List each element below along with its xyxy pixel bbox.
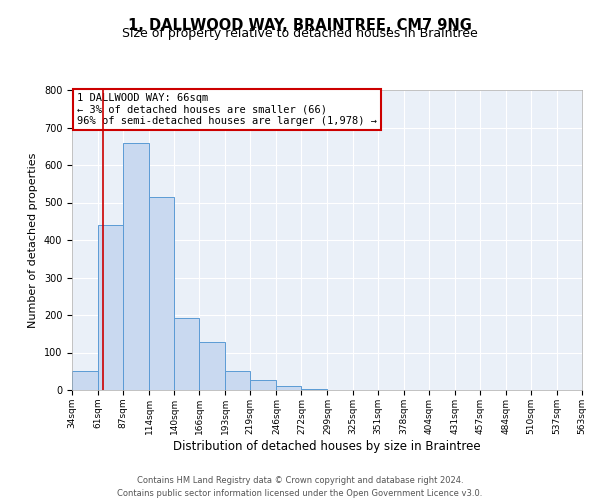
Text: 1, DALLWOOD WAY, BRAINTREE, CM7 9NG: 1, DALLWOOD WAY, BRAINTREE, CM7 9NG bbox=[128, 18, 472, 32]
Text: Contains HM Land Registry data © Crown copyright and database right 2024.
Contai: Contains HM Land Registry data © Crown c… bbox=[118, 476, 482, 498]
Y-axis label: Number of detached properties: Number of detached properties bbox=[28, 152, 38, 328]
Bar bbox=[72, 371, 98, 390]
Bar bbox=[149, 197, 174, 390]
X-axis label: Distribution of detached houses by size in Braintree: Distribution of detached houses by size … bbox=[173, 440, 481, 452]
Bar bbox=[250, 380, 277, 390]
Bar bbox=[301, 389, 328, 390]
Bar bbox=[123, 142, 149, 390]
Text: 1 DALLWOOD WAY: 66sqm
← 3% of detached houses are smaller (66)
96% of semi-detac: 1 DALLWOOD WAY: 66sqm ← 3% of detached h… bbox=[77, 93, 377, 126]
Bar bbox=[199, 342, 225, 390]
Bar bbox=[225, 371, 250, 390]
Bar bbox=[98, 225, 123, 390]
Bar bbox=[174, 318, 199, 390]
Text: Size of property relative to detached houses in Braintree: Size of property relative to detached ho… bbox=[122, 28, 478, 40]
Bar bbox=[277, 386, 301, 390]
